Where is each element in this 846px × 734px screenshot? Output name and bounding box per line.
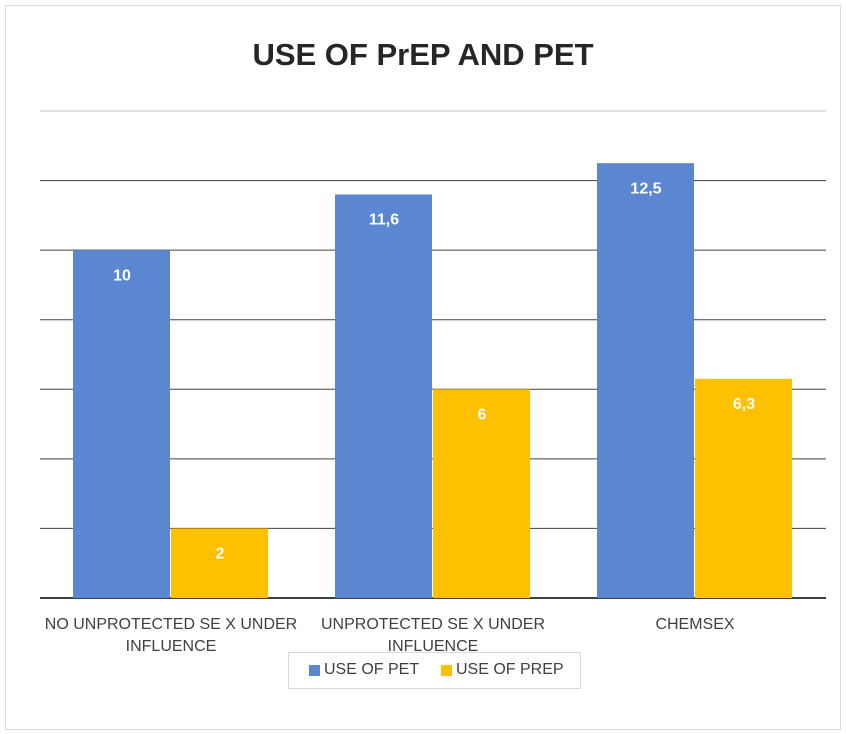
legend-swatch <box>309 665 320 676</box>
legend-label: USE OF PET <box>324 661 420 678</box>
chart-title: USE OF PrEP AND PET <box>252 37 593 72</box>
legend-label: USE OF PREP <box>456 661 564 678</box>
bar <box>171 528 268 598</box>
data-label: 10 <box>113 267 131 284</box>
bar <box>597 163 694 598</box>
data-label: 6,3 <box>733 396 755 413</box>
data-label: 6 <box>478 407 487 424</box>
bar <box>695 378 792 598</box>
data-label: 12,5 <box>630 180 661 197</box>
x-tick-label: UNPROTECTED SE X UNDER INFLUENCE <box>320 616 546 655</box>
x-tick-label: NO UNPROTECTED SE X UNDER INFLUENCE <box>44 616 298 655</box>
legend-box <box>288 652 581 689</box>
legend-swatch <box>441 665 452 676</box>
bar <box>335 194 432 598</box>
bar <box>433 389 530 598</box>
bar <box>73 250 170 598</box>
x-tick-label: CHEMSEX <box>655 616 735 633</box>
data-label: 11,6 <box>369 212 399 229</box>
data-label: 2 <box>216 546 225 563</box>
